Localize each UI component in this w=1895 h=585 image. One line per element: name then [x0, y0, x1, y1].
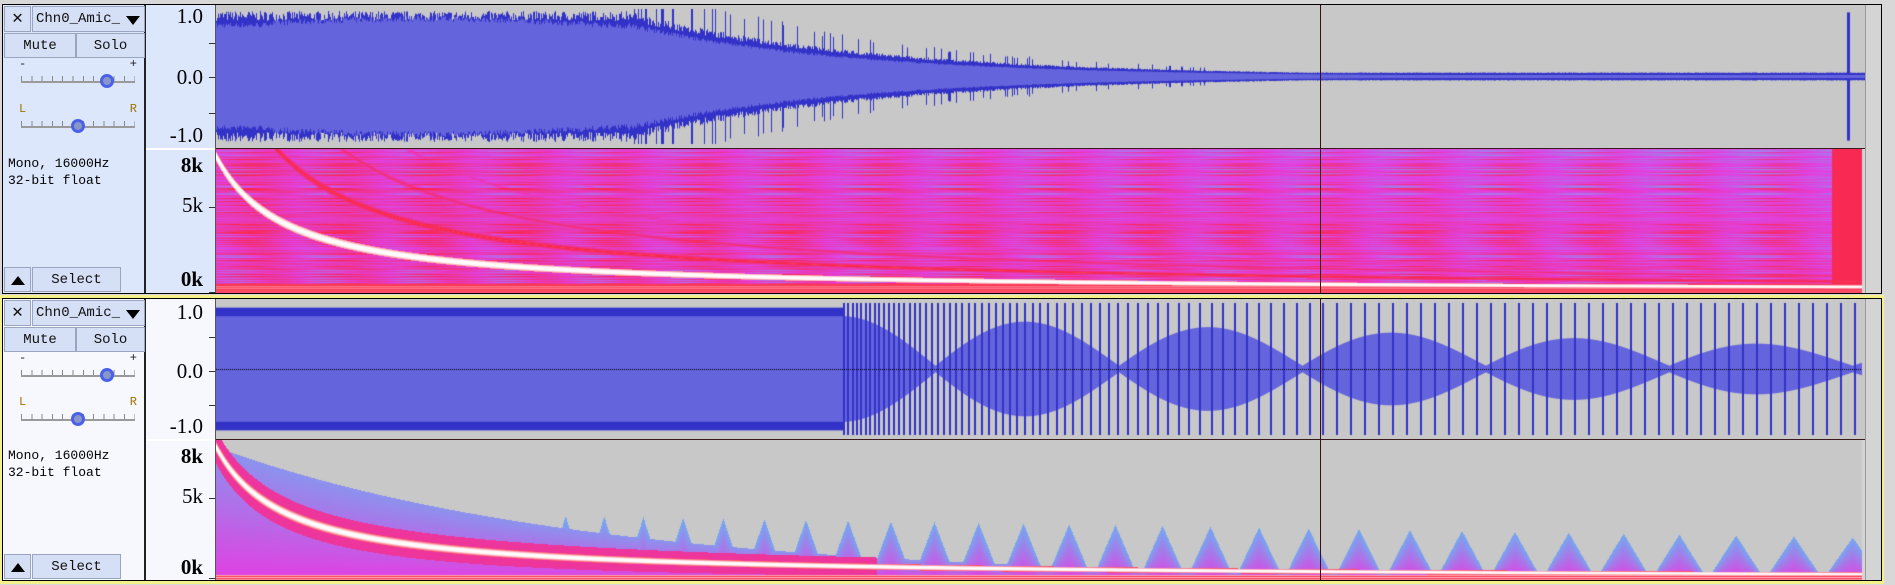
spectrum-label-top: 8k [180, 153, 203, 177]
pan-right-label: R [129, 395, 137, 409]
gain-slider-thumb[interactable] [99, 74, 114, 88]
spectrogram-view[interactable] [216, 440, 1867, 580]
dropdown-arrow-icon [126, 310, 140, 319]
track-name-menu[interactable]: Chn0_Amic_ [32, 6, 145, 32]
pan-slider[interactable]: L R [19, 395, 137, 429]
ruler-label-min: -1.0 [169, 123, 203, 147]
solo-button[interactable]: Solo [76, 327, 145, 352]
gain-max-label: + [129, 57, 137, 71]
close-icon: ✕ [12, 9, 23, 29]
gain-min-label: - [19, 57, 27, 71]
track-format-info: Mono, 16000Hz 32-bit float [8, 155, 109, 189]
spectrum-label-mid: 5k [182, 484, 203, 508]
select-track-button[interactable]: Select [32, 554, 121, 579]
slider-track [21, 375, 135, 377]
selected-track-highlight [0, 295, 1884, 584]
pan-slider-thumb[interactable] [71, 119, 85, 133]
ruler-label-min: -1.0 [169, 414, 203, 438]
mute-button[interactable]: Mute [4, 33, 76, 58]
vertical-ruler: 1.0 0.0 -1.0 8k 5k 0k [146, 299, 216, 580]
spectrum-label-bottom: 0k [180, 267, 203, 291]
slider-ticks [21, 370, 135, 376]
pan-left-label: L [19, 395, 27, 409]
collapse-track-button[interactable] [4, 554, 31, 579]
track-end-strip [1865, 299, 1881, 580]
waveform-view[interactable] [216, 299, 1867, 439]
close-icon: ✕ [12, 303, 23, 323]
track-control-panel: ✕ Chn0_Amic_ Mute Solo - + L R Mono, 160… [3, 5, 146, 293]
solo-button[interactable]: Solo [76, 33, 145, 58]
track-name: Chn0_Amic_ [36, 305, 121, 321]
gain-max-label: + [129, 351, 137, 365]
sample-format-info: 32-bit float [8, 173, 102, 188]
dropdown-arrow-icon [126, 16, 140, 25]
audio-track-1: ✕ Chn0_Amic_ Mute Solo - + L R Mono, 160… [2, 4, 1882, 294]
select-track-button[interactable]: Select [32, 267, 121, 292]
gain-slider[interactable]: - + [19, 57, 137, 91]
track-control-panel: ✕ Chn0_Amic_ Mute Solo - + L R Mono, 160… [3, 299, 146, 580]
track-name-menu[interactable]: Chn0_Amic_ [32, 300, 145, 326]
playback-cursor [1320, 5, 1321, 293]
ruler-label-zero: 0.0 [176, 359, 203, 383]
playback-cursor [1320, 299, 1321, 580]
track-name: Chn0_Amic_ [36, 11, 121, 27]
track-end-strip [1865, 5, 1881, 293]
pan-slider-thumb[interactable] [71, 412, 85, 426]
collapse-arrow-icon [11, 276, 25, 285]
audio-track-2: ✕ Chn0_Amic_ Mute Solo - + L R Mono, 160… [2, 298, 1882, 581]
collapse-track-button[interactable] [4, 267, 31, 292]
close-track-button[interactable]: ✕ [4, 300, 31, 326]
view-divider [216, 439, 1881, 440]
spectrum-label-mid: 5k [182, 193, 203, 217]
slider-ticks [21, 76, 135, 82]
pan-right-label: R [129, 102, 137, 116]
gain-slider-thumb[interactable] [99, 368, 114, 382]
sample-rate-info: Mono, 16000Hz [8, 448, 110, 463]
sample-format-info: 32-bit float [8, 465, 102, 480]
pan-left-label: L [19, 102, 27, 116]
slider-track [21, 81, 135, 83]
sample-rate-info: Mono, 16000Hz [8, 156, 110, 171]
pan-slider[interactable]: L R [19, 102, 137, 136]
spectrogram-view[interactable] [216, 149, 1867, 293]
waveform-view[interactable] [216, 5, 1867, 148]
track-format-info: Mono, 16000Hz 32-bit float [8, 447, 109, 481]
vertical-ruler: 1.0 0.0 -1.0 8k 5k 0k [146, 4, 216, 293]
spectrum-label-top: 8k [180, 444, 203, 468]
close-track-button[interactable]: ✕ [4, 6, 31, 32]
gain-slider[interactable]: - + [19, 351, 137, 385]
ruler-label-zero: 0.0 [176, 65, 203, 89]
gain-min-label: - [19, 351, 27, 365]
ruler-label-max: 1.0 [176, 4, 203, 28]
collapse-arrow-icon [11, 563, 25, 572]
ruler-label-max: 1.0 [176, 300, 203, 324]
view-divider [216, 148, 1881, 149]
spectrum-label-bottom: 0k [180, 555, 203, 579]
mute-button[interactable]: Mute [4, 327, 76, 352]
